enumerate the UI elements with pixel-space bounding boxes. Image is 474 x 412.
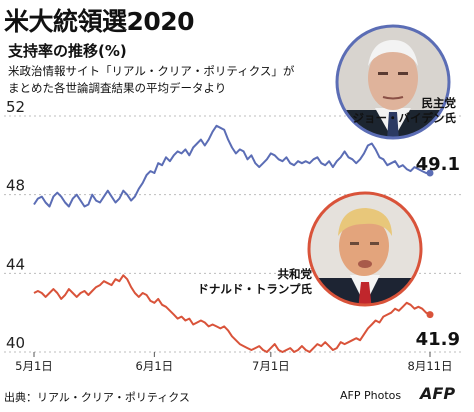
chart-description-line1: 米政治情報サイト「リアル・クリア・ポリティクス」が [8,64,295,78]
series-lines [33,124,434,353]
chart-grid [4,115,464,353]
x-tick-label: 8月11日 [408,359,453,373]
y-tick-label: 40 [6,334,25,352]
x-axis-ticks: 5月1日 6月1日 7月1日 8月11日 [15,352,452,373]
biden-party-label: 民主党 [422,96,457,110]
chart-title: 米大統領選2020 [4,7,195,36]
biden-portrait [335,24,451,140]
y-tick-label: 48 [6,177,25,195]
biden-name-label: ジョー・バイデン氏 [353,111,457,125]
source-note: 出典：リアル・クリア・ポリティクス [4,391,190,404]
biden-series-line [33,124,430,208]
afp-logo: AFP [420,384,456,403]
biden-last-value: 49.1 [416,154,460,175]
trump-name-label: ドナルド・トランプ氏 [197,282,312,296]
y-tick-label: 44 [6,255,25,273]
trump-series-line [33,274,431,353]
trump-party-label: 共和党 [278,267,313,281]
trump-portrait [307,191,423,307]
y-axis-ticks: 52 48 44 40 [6,98,25,352]
y-tick-label: 52 [6,98,25,116]
trump-last-point [426,311,434,319]
biden-last-point [426,169,434,177]
x-tick-label: 7月1日 [252,359,290,373]
x-tick-label: 6月1日 [136,359,174,373]
photo-credit: AFP Photos [340,389,402,402]
x-tick-label: 5月1日 [15,359,53,373]
chart-description-line2: まとめた各世論調査結果の平均データより [8,81,227,95]
trump-last-value: 41.9 [416,329,460,350]
chart-subtitle: 支持率の推移(%) [8,42,127,60]
